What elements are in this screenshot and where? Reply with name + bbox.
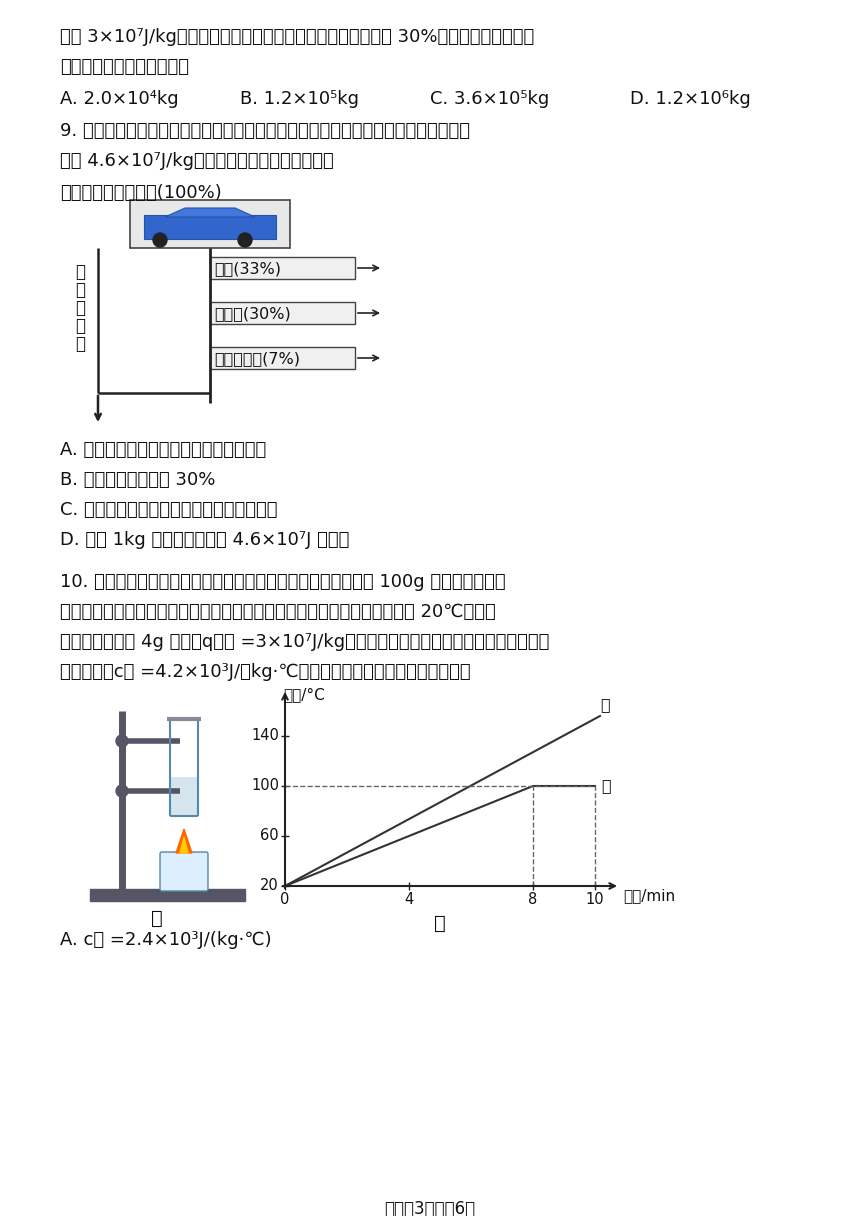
- Text: 0: 0: [280, 893, 290, 907]
- Text: B. 1.2×10⁵kg: B. 1.2×10⁵kg: [240, 90, 359, 108]
- Text: B. 该内燃机的效率为 30%: B. 该内燃机的效率为 30%: [60, 471, 215, 489]
- Text: 8: 8: [528, 893, 538, 907]
- Polygon shape: [180, 837, 188, 852]
- Text: 乙: 乙: [434, 914, 445, 933]
- FancyBboxPatch shape: [144, 215, 276, 240]
- Text: 时间/min: 时间/min: [623, 888, 675, 903]
- Text: 20: 20: [261, 878, 279, 894]
- Text: 热量相等，c水 =4.2×10³J/（kg·℃），则下列说法中正确的是（　　）: 热量相等，c水 =4.2×10³J/（kg·℃），则下列说法中正确的是（ ）: [60, 663, 470, 681]
- Text: 値为 4.6×10⁷J/kg。下列说法错误的是（　　）: 値为 4.6×10⁷J/kg。下列说法错误的是（ ）: [60, 152, 334, 170]
- Text: C. 3.6×10⁵kg: C. 3.6×10⁵kg: [430, 90, 550, 108]
- FancyBboxPatch shape: [160, 852, 208, 891]
- Text: 试卷第3页，共6页: 试卷第3页，共6页: [384, 1200, 476, 1216]
- FancyBboxPatch shape: [130, 199, 290, 248]
- Text: 値为 3×10⁷J/kg，煤完全燃烧释放的内能转化为电能的效率是 30%，则仅此一项每年可: 値为 3×10⁷J/kg，煤完全燃烧释放的内能转化为电能的效率是 30%，则仅此…: [60, 28, 534, 46]
- Circle shape: [153, 233, 167, 247]
- Text: 功: 功: [75, 334, 85, 353]
- Text: 甲: 甲: [151, 910, 163, 928]
- Text: 体（其中一种是水），用测得的数据绘制了温度随时间变化图像如图，乙从 20℃加热至: 体（其中一种是水），用测得的数据绘制了温度随时间变化图像如图，乙从 20℃加热至: [60, 603, 495, 621]
- Circle shape: [238, 233, 252, 247]
- Text: D. 燃烧 1kg 的汽油一定释放 4.6×10⁷J 的能量: D. 燃烧 1kg 的汽油一定释放 4.6×10⁷J 的能量: [60, 531, 349, 548]
- Text: D. 1.2×10⁶kg: D. 1.2×10⁶kg: [630, 90, 751, 108]
- Text: 60: 60: [261, 828, 279, 844]
- Text: 输: 输: [75, 263, 85, 281]
- Text: 100: 100: [251, 778, 279, 794]
- Text: 摩擦与辐射(7%): 摩擦与辐射(7%): [214, 351, 300, 366]
- Text: 废气(33%): 废气(33%): [214, 261, 281, 276]
- Text: A. c乙 =2.4×10³J/(kg·℃): A. c乙 =2.4×10³J/(kg·℃): [60, 931, 272, 948]
- Text: 140: 140: [251, 728, 279, 743]
- FancyBboxPatch shape: [210, 347, 355, 368]
- Text: 10: 10: [586, 893, 605, 907]
- Text: 温度/°C: 温度/°C: [283, 687, 325, 702]
- FancyBboxPatch shape: [210, 257, 355, 278]
- FancyBboxPatch shape: [90, 889, 245, 901]
- Text: C. 为确保发动机正常工作，可用水对其冷却: C. 为确保发动机正常工作，可用水对其冷却: [60, 501, 278, 519]
- Text: 用: 用: [75, 317, 85, 334]
- Text: 出: 出: [75, 281, 85, 299]
- FancyBboxPatch shape: [170, 777, 198, 816]
- Circle shape: [116, 734, 128, 747]
- Text: 燃料燃烧放出的热量(100%): 燃料燃烧放出的热量(100%): [60, 184, 222, 202]
- Polygon shape: [165, 208, 255, 216]
- Text: 乙: 乙: [600, 697, 610, 713]
- Text: A. 发动机在做功冲程把内能转化为机械能: A. 发动机在做功冲程把内能转化为机械能: [60, 441, 267, 458]
- Text: 永腾刚好消耗了 4g 酒精（q酒精 =3×10⁷J/kg）。若单位时间内甲吸收的热量与乙吸收的: 永腾刚好消耗了 4g 酒精（q酒精 =3×10⁷J/kg）。若单位时间内甲吸收的…: [60, 634, 550, 651]
- Text: 节约煤炭的质量为（　　）: 节约煤炭的质量为（ ）: [60, 58, 189, 75]
- Text: 4: 4: [404, 893, 414, 907]
- Text: 10. 小帆在老师指导下，用如图所示的同一个实验装置分别加热 100g 的甲、乙两种液: 10. 小帆在老师指导下，用如图所示的同一个实验装置分别加热 100g 的甲、乙…: [60, 573, 506, 591]
- Text: A. 2.0×10⁴kg: A. 2.0×10⁴kg: [60, 90, 179, 108]
- Polygon shape: [176, 829, 192, 852]
- Text: 冷却水(30%): 冷却水(30%): [214, 306, 291, 321]
- Text: 甲: 甲: [601, 778, 611, 794]
- Text: 有: 有: [75, 299, 85, 317]
- FancyBboxPatch shape: [210, 302, 355, 323]
- Circle shape: [116, 786, 128, 796]
- Text: 9. 小明阅读了某汽车发动机的说明书后，将内燃机的能量流向制成如图所示，汽油热: 9. 小明阅读了某汽车发动机的说明书后，将内燃机的能量流向制成如图所示，汽油热: [60, 122, 470, 140]
